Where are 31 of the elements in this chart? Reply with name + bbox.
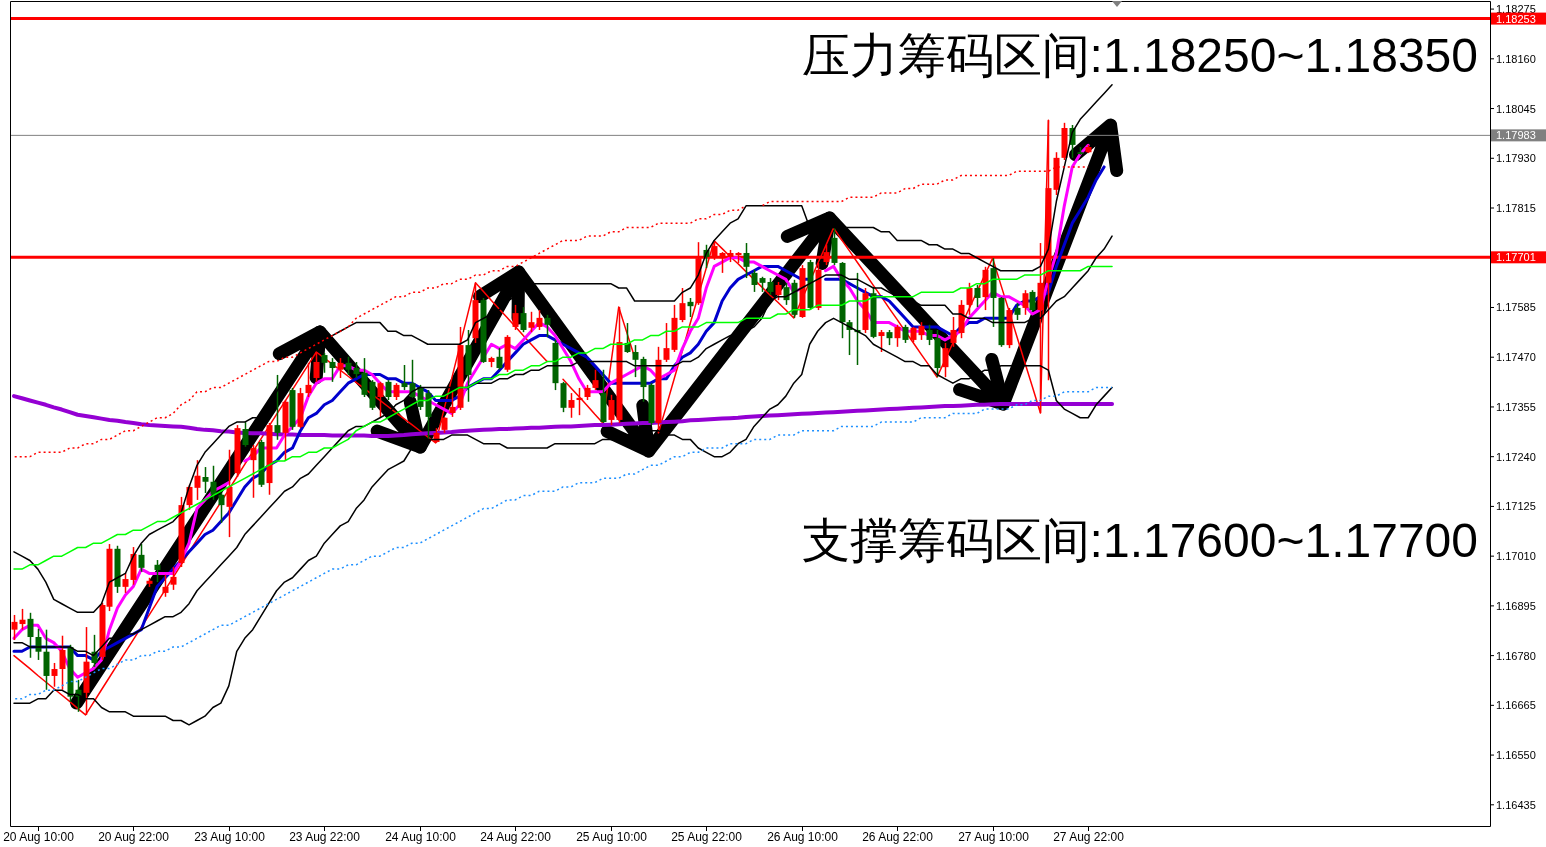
ref-line-label: 1.17701 (1496, 251, 1536, 264)
x-tick-label: 25 Aug 10:00 (576, 830, 648, 844)
x-tick-label: 24 Aug 10:00 (385, 830, 457, 844)
y-tick-label: 1.16665 (1496, 699, 1536, 712)
y-tick-label: 1.17815 (1496, 202, 1536, 215)
x-tick-label: 20 Aug 10:00 (3, 830, 75, 844)
x-tick-label: 26 Aug 22:00 (862, 830, 934, 844)
x-tick-label: 23 Aug 10:00 (194, 830, 266, 844)
annotation: 支撑筹码区间:1.17600~1.17700 (801, 514, 1478, 567)
y-tick-label: 1.16895 (1496, 599, 1536, 612)
y-tick-label: 1.17355 (1496, 400, 1536, 413)
x-tick-label: 25 Aug 22:00 (671, 830, 743, 844)
annotation: 压力筹码区间:1.18250~1.18350 (801, 29, 1478, 82)
y-tick-label: 1.16435 (1496, 798, 1536, 811)
y-tick-label: 1.18160 (1496, 52, 1536, 65)
x-tick-label: 27 Aug 10:00 (958, 830, 1030, 844)
y-tick-label: 1.16780 (1496, 649, 1536, 662)
y-tick-label: 1.16550 (1496, 749, 1536, 762)
y-tick-label: 1.17010 (1496, 550, 1536, 563)
x-tick-label: 23 Aug 22:00 (289, 830, 361, 844)
y-tick-label: 1.17125 (1496, 500, 1536, 513)
x-tick-label: 24 Aug 22:00 (480, 830, 552, 844)
y-tick-label: 1.17585 (1496, 301, 1536, 314)
x-tick-label: 26 Aug 10:00 (767, 830, 839, 844)
y-tick-label: 1.17240 (1496, 450, 1536, 463)
y-tick-label: 1.18045 (1496, 102, 1536, 115)
y-tick-label: 1.17930 (1496, 152, 1536, 165)
x-tick-label: 20 Aug 22:00 (98, 830, 170, 844)
x-tick-label: 27 Aug 22:00 (1053, 830, 1125, 844)
y-tick-label: 1.17470 (1496, 351, 1536, 364)
ref-line-label: 1.17983 (1496, 129, 1536, 142)
